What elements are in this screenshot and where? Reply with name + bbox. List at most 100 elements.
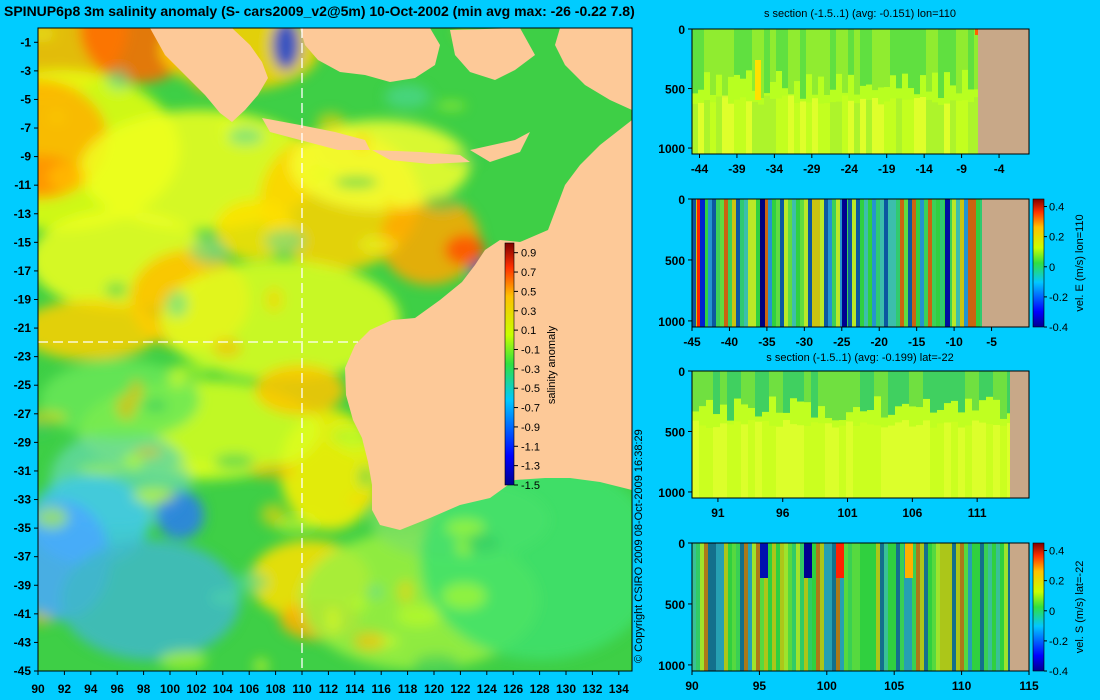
colorbar-tick-label: 0.4 <box>1049 202 1064 214</box>
map-eddy <box>383 199 397 213</box>
section-cell <box>710 29 716 95</box>
section-cell <box>909 426 916 498</box>
section-cell <box>828 543 832 671</box>
section-cell <box>712 543 716 671</box>
panel-salinity-lon110: s section (-1.5..1) (avg: -0.151) lon=11… <box>658 8 1030 176</box>
map-y-tick-label: -3 <box>20 64 31 78</box>
map-eddy <box>396 605 441 627</box>
panel-y-tick-label: 500 <box>665 425 685 439</box>
section-cell <box>852 199 856 327</box>
section-cell <box>968 102 974 154</box>
section-cell <box>876 543 880 671</box>
section-cell <box>697 199 702 327</box>
section-cell <box>860 98 866 154</box>
section-cell <box>806 102 812 154</box>
section-cell <box>908 29 914 89</box>
section-cell <box>842 95 848 154</box>
section-cell <box>770 29 776 82</box>
section-cell <box>984 543 988 671</box>
section-cell <box>784 543 788 671</box>
section-cell <box>692 371 699 412</box>
panel-x-tick-label: -30 <box>796 335 814 349</box>
section-cell <box>895 371 902 407</box>
section-cell <box>760 199 765 327</box>
section-cell <box>768 543 772 671</box>
map-anomaly-patch <box>156 491 204 539</box>
salinity-colorbar-tick-label: -0.9 <box>521 422 540 434</box>
section-cell <box>846 371 853 413</box>
section-cell <box>708 543 712 671</box>
map-eddy <box>212 338 243 358</box>
section-cell <box>938 29 944 99</box>
section-cell <box>872 29 878 91</box>
section-cell <box>876 199 880 327</box>
section-cell <box>830 102 836 154</box>
panel-x-tick-label: 115 <box>1019 679 1039 693</box>
section-cell <box>760 543 764 671</box>
map-x-tick-label: 118 <box>398 682 418 696</box>
section-cell <box>706 371 713 400</box>
section-cell <box>740 199 744 327</box>
section-cell <box>811 371 818 418</box>
section-cell <box>993 425 1000 498</box>
section-cell <box>937 371 944 410</box>
section-cell <box>880 543 884 671</box>
map-x-tick-label: 126 <box>503 682 523 696</box>
section-cell <box>896 199 900 327</box>
panel-x-tick-label: -35 <box>758 335 776 349</box>
map-eddy <box>134 447 163 457</box>
section-cell <box>866 99 872 154</box>
colorbar-tick-label: 0 <box>1049 262 1055 274</box>
section-cell <box>818 371 825 407</box>
section-cell <box>839 425 846 498</box>
section-cell <box>902 371 909 404</box>
section-cell <box>888 371 895 415</box>
section-cell <box>720 371 727 405</box>
map-eddy <box>159 650 208 671</box>
map-eddy <box>442 583 487 609</box>
section-cell <box>1000 543 1004 671</box>
map-y-tick-label: -11 <box>14 178 31 192</box>
panel-x-tick-label: 110 <box>952 679 972 693</box>
section-cell <box>884 29 890 88</box>
map-eddy <box>316 112 346 133</box>
section-cell <box>818 423 825 498</box>
map-anomaly-patch <box>38 300 160 360</box>
panel-x-tick-label: 96 <box>776 506 790 520</box>
map-anomaly-patch <box>272 28 300 70</box>
map-y-tick-label: -31 <box>14 464 32 478</box>
section-cell <box>772 543 776 671</box>
section-cell <box>948 543 952 671</box>
map-eddy <box>334 175 379 189</box>
section-cell <box>900 543 904 671</box>
section-cell <box>769 425 776 498</box>
section-cell <box>744 199 748 327</box>
map-x-tick-label: 96 <box>111 682 125 696</box>
map-y-tick-label: -25 <box>14 378 32 392</box>
section-cell <box>945 199 950 327</box>
section-cell <box>912 543 916 671</box>
section-cell <box>744 543 748 671</box>
map-x-tick-label: 110 <box>292 682 312 696</box>
section-cell <box>764 543 768 671</box>
section-cell <box>772 199 776 327</box>
section-cell <box>956 543 960 671</box>
map-eddy <box>305 167 339 181</box>
map-y-tick-label: -7 <box>20 121 31 135</box>
page-title: SPINUP6p8 3m salinity anomaly (S- cars20… <box>4 3 635 19</box>
section-cell <box>902 420 909 498</box>
map-anomaly-patch <box>60 540 240 660</box>
section-cell <box>951 421 958 498</box>
section-cell <box>860 199 864 327</box>
section-cell <box>846 421 853 498</box>
panel-x-tick-label: 100 <box>817 679 837 693</box>
section-cell <box>924 199 928 327</box>
section-cell <box>976 199 980 327</box>
panel-x-tick-label: -15 <box>908 335 926 349</box>
panel-x-tick-label: 90 <box>685 679 699 693</box>
section-cell <box>800 101 806 154</box>
section-cell <box>716 199 720 327</box>
section-cell <box>884 199 888 327</box>
land-lesser-sunda <box>372 150 470 164</box>
section-cell <box>872 97 878 154</box>
